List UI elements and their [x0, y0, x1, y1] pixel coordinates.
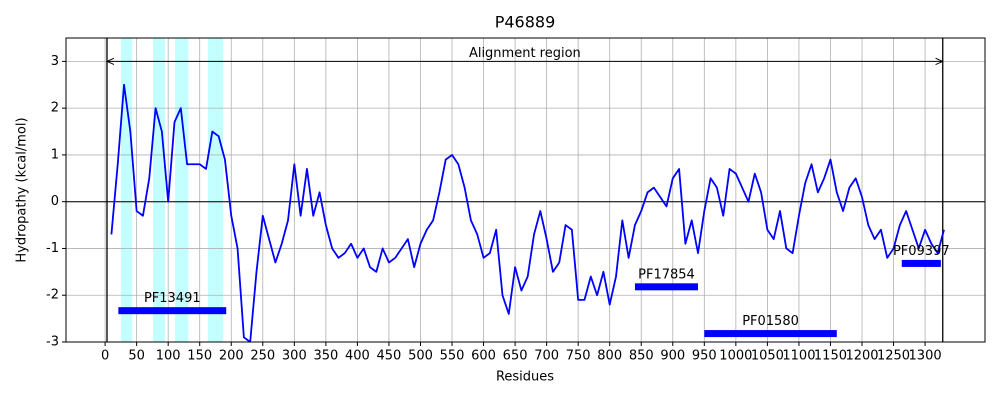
x-tick-label: 1250 [877, 349, 910, 364]
y-tick-label: -3 [46, 335, 59, 350]
x-tick-label: 300 [282, 349, 307, 364]
x-tick-label: 1100 [782, 349, 815, 364]
x-tick-label: 750 [566, 349, 591, 364]
y-tick-label: 2 [51, 101, 59, 116]
x-tick-label: 1000 [719, 349, 752, 364]
x-tick-label: 400 [345, 349, 370, 364]
domain-bar [634, 283, 699, 291]
y-tick-label: -2 [46, 288, 59, 303]
x-tick-label: 500 [408, 349, 433, 364]
alignment-label: Alignment region [469, 46, 581, 61]
chart-title: P46889 [495, 13, 556, 32]
x-tick-label: 1050 [751, 349, 784, 364]
highlight [207, 38, 224, 342]
plot-frame [65, 37, 986, 343]
x-tick-label: 150 [187, 349, 212, 364]
highlight [120, 38, 133, 342]
x-tick-label: 650 [503, 349, 528, 364]
x-tick-label: 850 [629, 349, 654, 364]
domain-bar [118, 307, 227, 315]
y-axis-label: Hydropathy (kcal/mol) [15, 117, 30, 262]
x-tick-label: 1300 [909, 349, 942, 364]
x-tick-label: 100 [156, 349, 181, 364]
domain-label: PF01580 [742, 314, 799, 329]
domain-bar [704, 330, 837, 338]
domain-label: PF13491 [144, 291, 201, 306]
y-tick-label: 0 [51, 194, 59, 209]
x-axis-label: Residues [496, 370, 554, 385]
y-tick-label: -1 [46, 241, 59, 256]
x-tick-label: 350 [313, 349, 338, 364]
x-tick-label: 1150 [814, 349, 847, 364]
x-tick-label: 50 [128, 349, 145, 364]
x-tick-label: 550 [440, 349, 465, 364]
x-tick-label: 900 [660, 349, 685, 364]
hydropathy-line [110, 83, 945, 342]
x-tick-label: 700 [534, 349, 559, 364]
x-tick-label: 800 [597, 349, 622, 364]
y-tick-label: 1 [51, 147, 59, 162]
domain-label: PF09397 [893, 244, 950, 259]
x-tick-label: 1200 [845, 349, 878, 364]
y-tick-label: 3 [51, 54, 59, 69]
x-tick-label: 450 [377, 349, 402, 364]
domain-bar [901, 259, 941, 267]
x-tick-label: 950 [692, 349, 717, 364]
x-tick-label: 200 [219, 349, 244, 364]
x-tick-label: 600 [471, 349, 496, 364]
x-tick-label: 0 [101, 349, 109, 364]
highlight [153, 38, 166, 342]
domain-label: PF17854 [638, 267, 695, 282]
x-tick-label: 250 [250, 349, 275, 364]
